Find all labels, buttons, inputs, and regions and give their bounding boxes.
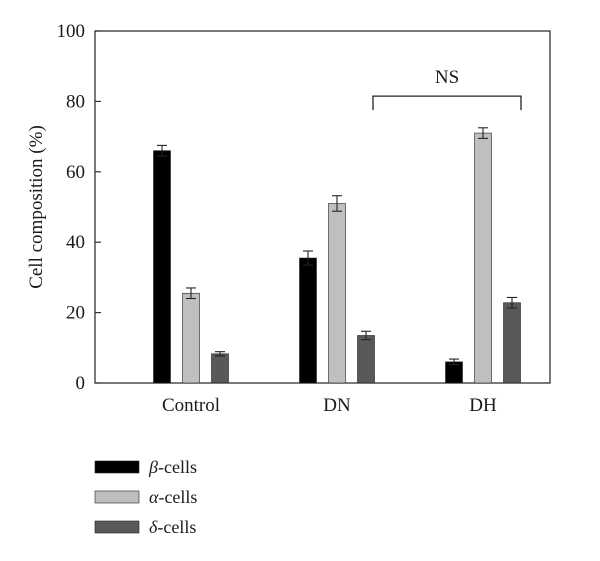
legend-swatch (94, 490, 140, 504)
y-tick-label: 40 (66, 232, 85, 253)
legend-suffix: -cells (158, 457, 197, 477)
y-axis-title: Cell composition (%) (26, 125, 47, 289)
bar (153, 150, 171, 384)
legend-label: α-cells (149, 487, 197, 507)
bar (182, 292, 200, 384)
legend-swatch (94, 460, 140, 474)
legend-label: δ-cells (149, 517, 196, 537)
x-axis: Control DN DH (162, 395, 497, 416)
legend-greek-symbol: α (149, 487, 159, 507)
x-tick-label: DN (323, 395, 351, 416)
significance-bracket (372, 95, 522, 111)
bar (474, 132, 492, 384)
plot-frame (94, 30, 551, 384)
legend-suffix: -cells (157, 517, 196, 537)
bar (211, 353, 229, 384)
x-tick-label: DH (469, 395, 497, 416)
legend-suffix: -cells (158, 487, 197, 507)
y-tick-label: 0 (76, 373, 86, 394)
y-tick-label: 100 (57, 21, 86, 42)
x-tick-label: Control (162, 395, 220, 416)
y-tick-label: 80 (66, 91, 85, 112)
plot-area: 0 20 40 60 80 100 Control DN DH NS (57, 21, 551, 416)
bar (299, 257, 317, 384)
bar (503, 302, 521, 384)
bar (328, 203, 346, 384)
bars (153, 127, 521, 384)
legend-label: β-cells (148, 457, 197, 477)
legend-greek-symbol: δ (149, 517, 158, 537)
annotations: NS (372, 67, 522, 111)
significance-label: NS (435, 67, 459, 88)
bar (357, 335, 375, 384)
y-axis: 0 20 40 60 80 100 (57, 21, 101, 394)
y-tick-label: 20 (66, 303, 85, 324)
legend-greek-symbol: β (148, 457, 158, 477)
y-tick-label: 60 (66, 162, 85, 183)
legend-swatch (94, 520, 140, 534)
